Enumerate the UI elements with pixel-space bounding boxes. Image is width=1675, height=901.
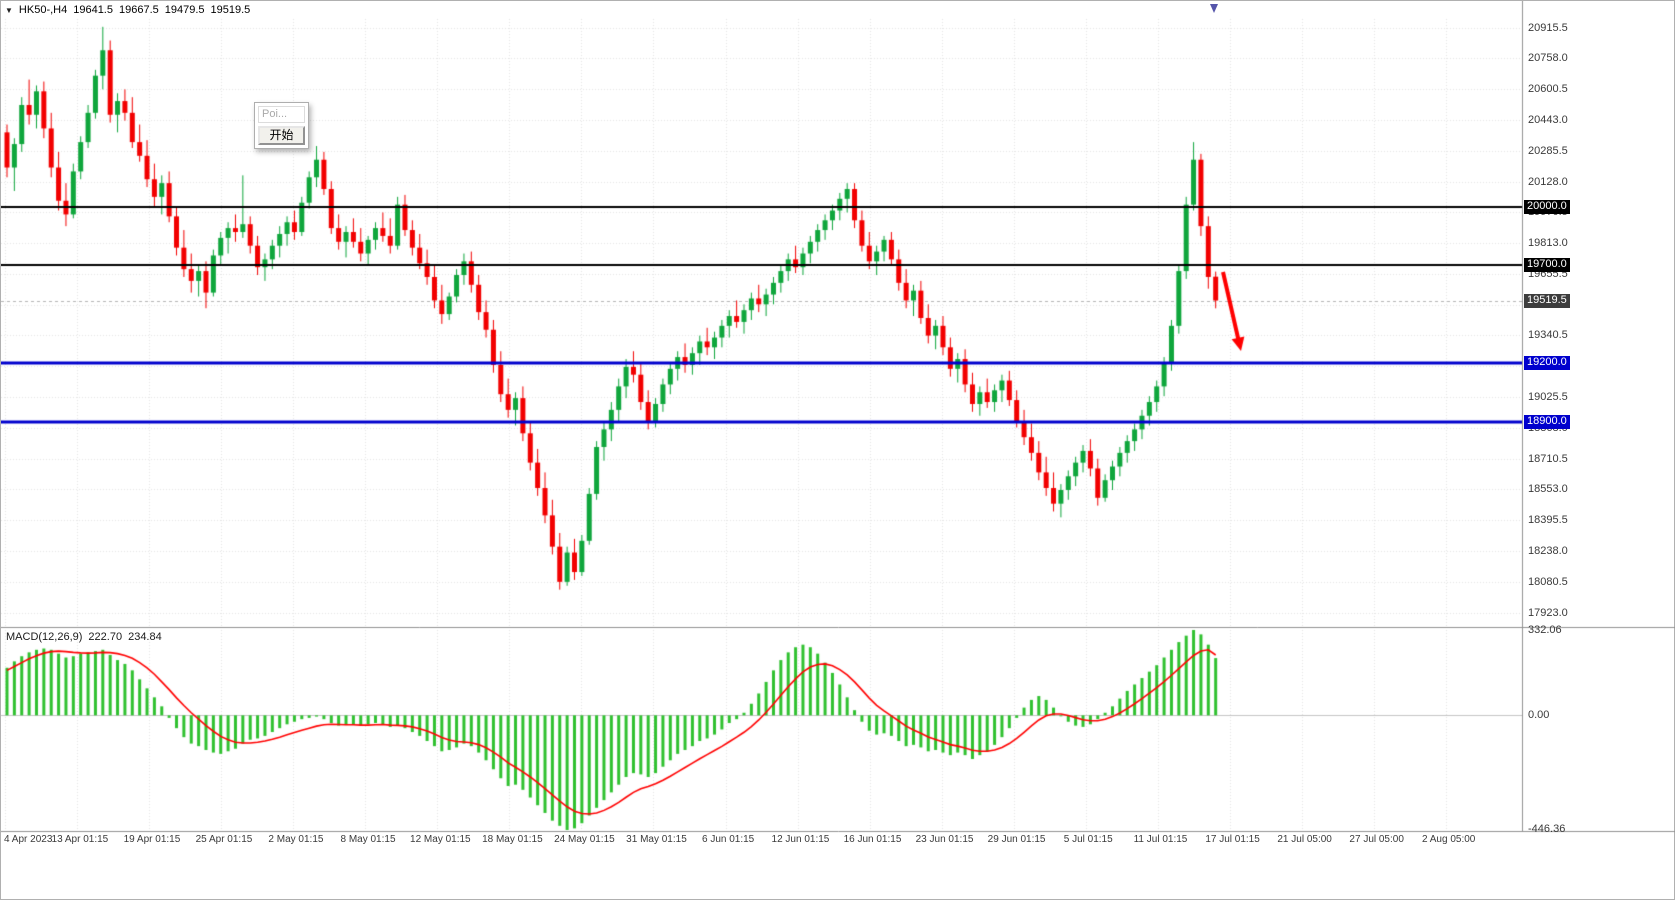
time-tick-label: 25 Apr 01:15 [195, 834, 253, 845]
time-tick-label: 27 Jul 05:00 [1349, 834, 1404, 845]
price-tick-label: 19813.0 [1528, 237, 1568, 250]
time-tick-label: 2 May 01:15 [268, 834, 324, 845]
price-tick-label: 20285.5 [1528, 144, 1568, 157]
macd-scale-zero: 0.00 [1528, 709, 1550, 722]
price-tick-label: 19025.5 [1528, 391, 1568, 404]
price-tick-label: 20758.0 [1528, 52, 1568, 65]
price-tick-label: 20443.0 [1528, 114, 1568, 127]
time-tick-label: 6 Jun 01:15 [701, 834, 755, 845]
macd-scale-min: -446.36 [1528, 823, 1566, 835]
time-tick-label: 19 Apr 01:15 [123, 834, 181, 845]
price-tick-label: 18080.5 [1528, 575, 1568, 588]
macd-indicator-label: MACD(12,26,9) 222.70 234.84 [6, 631, 162, 643]
price-tick-label: 18395.5 [1528, 514, 1568, 527]
price-axis[interactable]: 20915.5 20758.0 20600.5 20443.0 20285.5 20128… [1523, 1, 1675, 835]
time-tick-label: 21 Jul 05:00 [1277, 834, 1332, 845]
current-price-badge: 19519.5 [1524, 293, 1570, 308]
price-tick-label: 20600.5 [1528, 83, 1568, 96]
price-level-badge: 20000.0 [1524, 199, 1570, 214]
symbol-period-label: HK50-,H4 [18, 4, 68, 16]
ohlc-open: 19641.5 [73, 4, 113, 16]
time-tick-label: 17 Jul 01:15 [1205, 834, 1260, 845]
macd-value-main: 222.70 [88, 631, 123, 643]
script-dialog-title: Poi... [258, 106, 305, 123]
time-tick-label: 18 May 01:15 [482, 834, 543, 845]
price-level-badge: 19700.0 [1524, 258, 1570, 273]
time-tick-label: 31 May 01:15 [626, 834, 687, 845]
ohlc-high: 19667.5 [118, 4, 159, 16]
start-button[interactable]: 开始 [258, 126, 305, 145]
time-tick-label: 29 Jun 01:15 [987, 834, 1046, 845]
symbol-dropdown-icon[interactable]: ▼ [5, 5, 13, 15]
chart-shift-marker[interactable] [1210, 4, 1218, 13]
time-tick-label: 12 Jun 01:15 [771, 834, 830, 845]
macd-scale-max: 332.06 [1528, 624, 1562, 636]
time-axis[interactable]: 4 Apr 2023 13 Apr 01:15 19 Apr 01:15 25 Apr… [1, 832, 1675, 849]
macd-indicator-name: MACD(12,26,9) [6, 631, 83, 643]
macd-value-signal: 234.84 [128, 631, 162, 643]
time-tick-label: 5 Jul 01:15 [1063, 834, 1113, 845]
time-tick-label: 2 Aug 05:00 [1421, 834, 1476, 845]
time-tick-label: 23 Jun 01:15 [915, 834, 974, 845]
price-tick-label: 18238.0 [1528, 544, 1568, 557]
price-level-badge: 18900.0 [1524, 414, 1570, 429]
chart-ohlc-overlay: ▼ HK50-,H4 19641.5 19667.5 19479.5 19519… [5, 4, 250, 16]
time-tick-label: 24 May 01:15 [554, 834, 615, 845]
price-level-badge: 19200.0 [1524, 355, 1570, 370]
price-tick-label: 17923.0 [1528, 606, 1568, 619]
time-tick-label: 8 May 01:15 [340, 834, 396, 845]
price-tick-label: 20915.5 [1528, 21, 1568, 34]
price-tick-label: 19340.5 [1528, 329, 1568, 342]
time-tick-label: 4 Apr 2023 [4, 834, 53, 845]
time-tick-label: 13 Apr 01:15 [51, 834, 109, 845]
script-dialog: Poi... 开始 [254, 102, 309, 149]
price-tick-label: 18710.5 [1528, 452, 1568, 465]
ohlc-close: 19519.5 [210, 4, 251, 16]
price-tick-label: 18553.0 [1528, 483, 1568, 496]
ohlc-low: 19479.5 [164, 4, 205, 16]
time-tick-label: 16 Jun 01:15 [843, 834, 902, 845]
price-tick-label: 20128.0 [1528, 175, 1568, 188]
time-tick-label: 12 May 01:15 [410, 834, 471, 845]
time-tick-label: 11 Jul 01:15 [1133, 834, 1188, 845]
